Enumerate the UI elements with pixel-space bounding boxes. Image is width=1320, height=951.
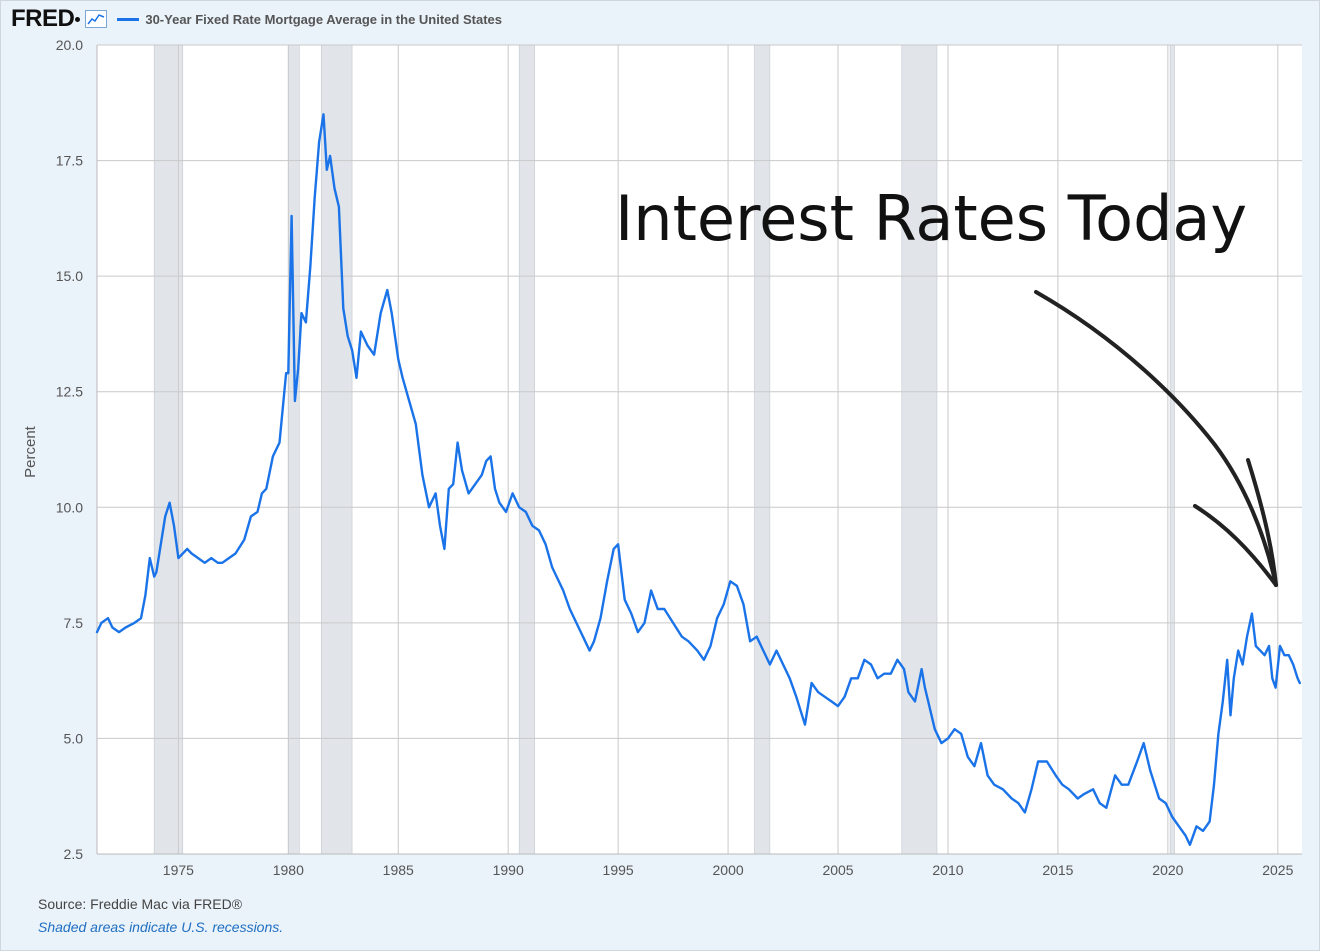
y-tick-label: 15.0	[56, 268, 83, 284]
x-tick-label: 2025	[1262, 862, 1293, 878]
logo-registered-dot	[75, 17, 81, 22]
x-tick-label: 2000	[713, 862, 744, 878]
x-tick-label: 2005	[822, 862, 853, 878]
recession-band	[518, 44, 535, 855]
x-tick-label: 1975	[163, 862, 194, 878]
annotation-arrow-head-right	[1246, 458, 1278, 587]
legend-swatch	[117, 17, 140, 21]
x-tick-label: 1990	[493, 862, 524, 878]
x-tick-label: 1985	[383, 862, 414, 878]
recession-band	[901, 44, 938, 855]
annotation-arrow-head-left	[1193, 504, 1278, 587]
recession-band	[1169, 44, 1175, 855]
chart-header: FRED 30-Year Fixed Rate Mortgage Average…	[11, 7, 502, 31]
source-note: Source: Freddie Mac via FRED®	[38, 896, 243, 912]
fred-logo[interactable]: FRED	[11, 5, 75, 32]
y-tick-label: 10.0	[56, 499, 83, 515]
x-tick-label: 2010	[932, 862, 963, 878]
line-chart-icon[interactable]	[85, 10, 108, 28]
x-tick-label: 1995	[603, 862, 634, 878]
recession-band	[288, 44, 300, 855]
y-tick-label: 12.5	[56, 384, 83, 400]
y-tick-label: 7.5	[64, 615, 84, 631]
x-tick-label: 2015	[1042, 862, 1073, 878]
series-line[interactable]	[95, 113, 1302, 846]
y-tick-label: 17.5	[56, 153, 83, 169]
recession-band	[754, 44, 771, 855]
series-title: 30-Year Fixed Rate Mortgage Average in t…	[145, 11, 502, 27]
recession-note: Shaded areas indicate U.S. recessions.	[38, 919, 284, 935]
y-tick-label: 5.0	[64, 730, 84, 746]
recession-band	[320, 44, 353, 855]
y-tick-label: 2.5	[64, 846, 84, 862]
plot-area	[97, 45, 1302, 854]
x-tick-label: 1980	[273, 862, 304, 878]
annotation-arrow-shaft	[1034, 290, 1278, 587]
annotation-text: Interest Rates Today	[615, 182, 1247, 255]
x-tick-label: 2020	[1152, 862, 1183, 878]
y-tick-label: 20.0	[56, 37, 83, 53]
y-axis-label: Percent	[22, 425, 39, 478]
